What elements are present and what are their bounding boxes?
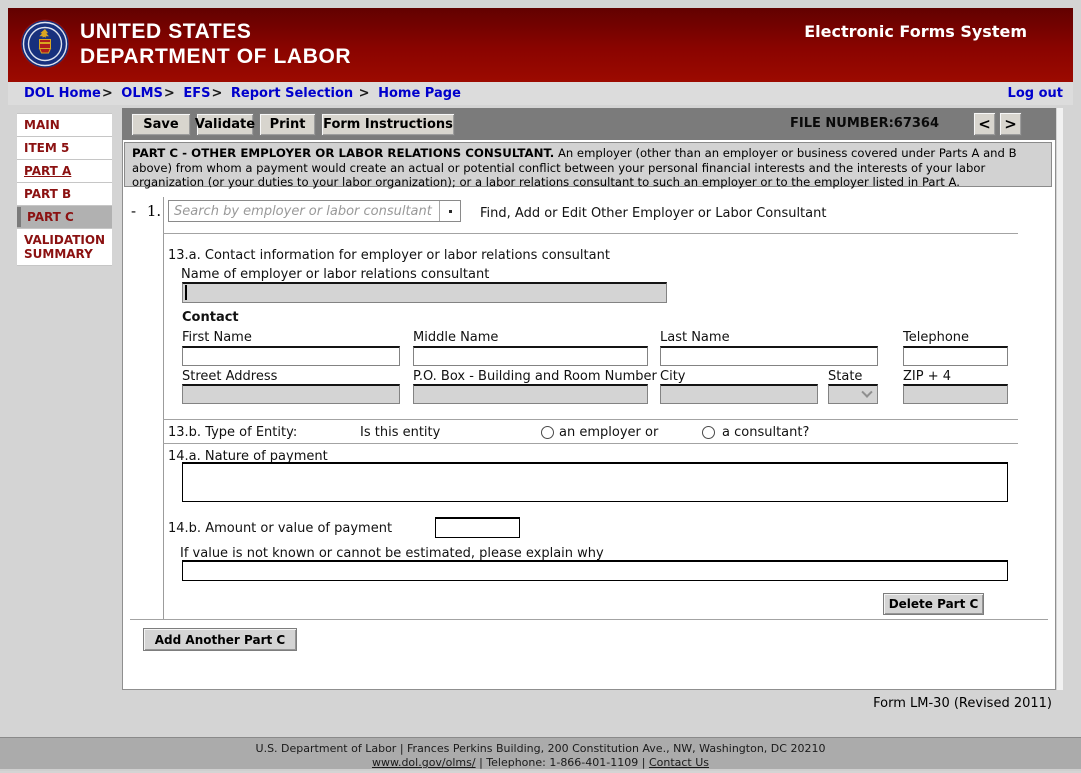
search-hint: Find, Add or Edit Other Employer or Labo… (480, 206, 827, 221)
employer-name-label: Name of employer or labor relations cons… (181, 267, 490, 282)
q13b-label: 13.b. Type of Entity: (168, 425, 298, 440)
breadcrumb-separator: > (358, 86, 370, 101)
breadcrumb-olms[interactable]: OLMS (121, 86, 163, 101)
explain-input[interactable] (182, 560, 1008, 581)
header-banner: UNITED STATES DEPARTMENT OF LABOR Electr… (8, 8, 1073, 82)
telephone-label: Telephone (903, 330, 970, 345)
agency-line2: DEPARTMENT OF LABOR (80, 45, 352, 68)
agency-line1: UNITED STATES (80, 20, 252, 43)
chevron-down-icon (861, 386, 873, 398)
breadcrumb-dol-home[interactable]: DOL Home (24, 86, 101, 101)
delete-part-c-button[interactable]: Delete Part C (883, 593, 984, 615)
part-c-description: An employer (other than an employer or b… (132, 146, 1017, 190)
divider (163, 419, 1018, 420)
amount-input[interactable] (435, 517, 520, 538)
zip-input[interactable] (903, 384, 1008, 404)
q13a-label: 13.a. Contact information for employer o… (168, 248, 610, 263)
item-number: 1. (146, 202, 162, 220)
frame-edge (1057, 108, 1063, 690)
breadcrumb-separator: > (101, 86, 113, 101)
footer-address: U.S. Department of Labor | Frances Perki… (255, 742, 826, 755)
agency-title: UNITED STATES DEPARTMENT OF LABOR (80, 19, 351, 69)
dropdown-caret-icon (448, 209, 452, 213)
breadcrumb: DOL Home> OLMS> EFS> Report Selection > … (8, 82, 1073, 105)
sidebar-item-part-b[interactable]: PART B (17, 182, 112, 205)
street-address-label: Street Address (182, 369, 278, 384)
breadcrumb-separator: > (163, 86, 175, 101)
breadcrumb-separator: > (211, 86, 223, 101)
dol-website-link[interactable]: www.dol.gov/olms/ (371, 756, 476, 769)
form-instructions-button[interactable]: Form Instructions (321, 113, 455, 136)
contact-us-link[interactable]: Contact Us (648, 756, 710, 769)
state-select[interactable] (828, 384, 878, 404)
part-c-section-header: PART C - OTHER EMPLOYER OR LABOR RELATIO… (124, 142, 1052, 190)
po-box-label: P.O. Box - Building and Room Number (413, 369, 657, 384)
text-cursor (185, 285, 187, 300)
employer-name-input[interactable] (182, 282, 667, 303)
breadcrumb-report-selection[interactable]: Report Selection (230, 86, 354, 101)
explain-label: If value is not known or cannot be estim… (180, 546, 604, 561)
radio-consultant[interactable] (702, 426, 715, 439)
collapse-icon[interactable]: - (131, 202, 137, 220)
validate-button[interactable]: Validate (195, 113, 255, 136)
page-footer: U.S. Department of Labor | Frances Perki… (0, 737, 1081, 771)
telephone-input[interactable] (903, 346, 1008, 366)
first-name-label: First Name (182, 330, 252, 345)
divider (163, 233, 1018, 234)
sidebar-item-part-a[interactable]: PART A (17, 159, 112, 182)
item-marker: - 1. (131, 202, 161, 220)
po-box-input[interactable] (413, 384, 648, 404)
form-revision-note: Form LM-30 (Revised 2011) (873, 696, 1052, 711)
footer-telephone: | Telephone: 1-866-401-1109 | (475, 756, 649, 769)
breadcrumb-efs[interactable]: EFS (183, 86, 211, 101)
contact-heading: Contact (182, 310, 239, 325)
q14a-label: 14.a. Nature of payment (168, 449, 328, 464)
radio-employer-label[interactable]: an employer or (559, 425, 659, 440)
next-page-button[interactable]: > (999, 112, 1022, 136)
divider (163, 443, 1018, 444)
save-button[interactable]: Save (131, 113, 191, 136)
part-c-title: PART C - OTHER EMPLOYER OR LABOR RELATIO… (132, 146, 555, 160)
add-another-part-c-button[interactable]: Add Another Part C (143, 628, 297, 651)
last-name-label: Last Name (660, 330, 730, 345)
zip-label: ZIP + 4 (903, 369, 952, 384)
nature-of-payment-textarea[interactable] (182, 462, 1008, 502)
first-name-input[interactable] (182, 346, 400, 366)
divider (130, 619, 1048, 620)
print-button[interactable]: Print (259, 113, 316, 136)
city-label: City (660, 369, 686, 384)
sidebar-item-validation-summary[interactable]: VALIDATION SUMMARY (17, 228, 112, 266)
previous-page-button[interactable]: < (973, 112, 996, 136)
last-name-input[interactable] (660, 346, 878, 366)
radio-employer[interactable] (541, 426, 554, 439)
sidebar: MAIN ITEM 5 PART A PART B PART C VALIDAT… (17, 113, 112, 266)
consultant-search-box (168, 200, 461, 222)
app-title: Electronic Forms System (804, 22, 1027, 41)
middle-name-label: Middle Name (413, 330, 499, 345)
sidebar-item-part-c[interactable]: PART C (17, 205, 112, 228)
sidebar-item-item5[interactable]: ITEM 5 (17, 136, 112, 159)
item-left-border (163, 197, 164, 619)
search-dropdown-button[interactable] (439, 201, 460, 221)
file-number: FILE NUMBER:67364 (790, 116, 940, 131)
street-address-input[interactable] (182, 384, 400, 404)
logout-link[interactable]: Log out (1007, 86, 1063, 101)
radio-consultant-label[interactable]: a consultant? (722, 425, 810, 440)
middle-name-input[interactable] (413, 346, 648, 366)
state-label: State (828, 369, 863, 384)
q13b-question: Is this entity (360, 425, 441, 440)
footer-links: www.dol.gov/olms/ | Telephone: 1-866-401… (0, 756, 1081, 770)
sidebar-item-main[interactable]: MAIN (17, 113, 112, 136)
q14b-label: 14.b. Amount or value of payment (168, 521, 393, 536)
city-input[interactable] (660, 384, 818, 404)
consultant-search-input[interactable] (169, 201, 439, 221)
dol-seal-icon (20, 19, 70, 69)
breadcrumb-home-page[interactable]: Home Page (378, 86, 461, 101)
